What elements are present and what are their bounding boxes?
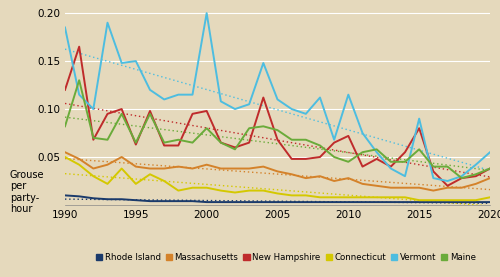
- Legend: Rhode Island, Massachusetts, New Hampshire, Connecticut, Vermont, Maine: Rhode Island, Massachusetts, New Hampshi…: [96, 253, 476, 261]
- Text: Grouse
per
party-
hour: Grouse per party- hour: [10, 170, 44, 214]
